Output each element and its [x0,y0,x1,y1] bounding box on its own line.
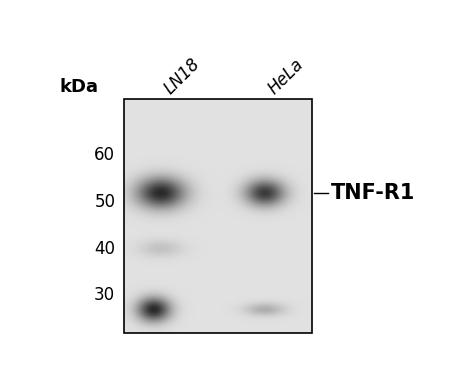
Text: LN18: LN18 [160,54,203,98]
Text: 40: 40 [94,240,115,258]
Text: 60: 60 [94,146,115,164]
Text: kDa: kDa [60,78,99,96]
Text: 30: 30 [94,286,115,304]
Text: TNF-R1: TNF-R1 [331,182,415,203]
Text: HeLa: HeLa [265,55,308,98]
Text: 50: 50 [94,193,115,211]
